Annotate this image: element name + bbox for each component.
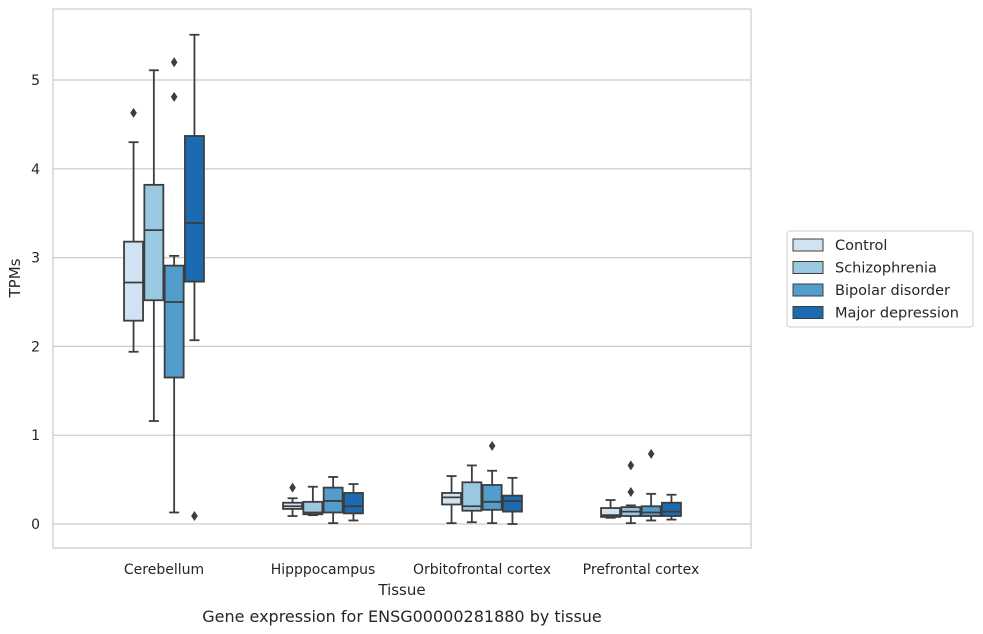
box-bipolar-disorder: [163, 57, 185, 514]
x-tick-label: Cerebellum: [124, 562, 204, 578]
box-control: [123, 107, 144, 353]
box-iqr: [123, 240, 144, 322]
box-iqr: [481, 484, 503, 511]
legend-swatch: [792, 306, 824, 319]
legend-frame: [786, 230, 974, 328]
box-iqr: [441, 492, 462, 506]
box-control: [441, 475, 462, 525]
figure-caption: Gene expression for ENSG00000281880 by t…: [202, 607, 602, 626]
y-tick-label: 3: [31, 251, 40, 267]
legend-swatch: [792, 283, 824, 297]
outlier-point: [170, 91, 178, 102]
box-bipolar-disorder: [481, 440, 503, 525]
legend-swatch: [792, 238, 824, 252]
x-tick-label: Hipppocampus: [271, 562, 376, 578]
y-tick-label: 0: [31, 517, 40, 533]
box-iqr: [640, 505, 662, 517]
box-bipolar-disorder: [640, 448, 662, 522]
box-schizophrenia: [143, 69, 165, 422]
outlier-point: [130, 107, 137, 118]
box-iqr: [600, 507, 621, 518]
x-axis-label: Tissue: [377, 581, 425, 599]
x-tick-labels: Cerebellum Hipppocampus Orbitofrontal cort…: [124, 562, 699, 578]
box-iqr: [343, 492, 364, 515]
y-tick-label: 5: [31, 73, 40, 89]
box-control: [600, 499, 621, 519]
x-tick-label: Orbitofrontal cortex: [413, 562, 551, 578]
box-bipolar-disorder: [322, 476, 344, 525]
legend-label: Major depression: [835, 306, 959, 322]
outlier-point: [191, 511, 198, 522]
y-tick-label: 4: [31, 162, 40, 178]
box-iqr: [302, 500, 324, 516]
box-iqr: [184, 135, 205, 283]
outlier-point: [170, 57, 178, 68]
y-tick-label: 1: [31, 428, 40, 444]
boxes: [123, 33, 682, 525]
box-major-depression: [661, 493, 682, 521]
legend-label: Bipolar disorder: [835, 283, 950, 299]
y-axis-label: TPMs: [6, 258, 24, 298]
y-tick-labels: 0 1 2 3 4 5: [31, 73, 40, 533]
outlier-point: [488, 440, 496, 451]
box-major-depression: [502, 476, 523, 525]
plot-area: [52, 8, 752, 549]
box-iqr: [163, 264, 185, 379]
legend: Control Schizophrenia Bipolar disorder Majo…: [786, 230, 974, 328]
outlier-point: [289, 482, 296, 493]
legend-swatch: [792, 261, 824, 274]
box-major-depression: [343, 483, 364, 522]
box-schizophrenia: [620, 460, 642, 525]
outlier-point: [647, 448, 655, 459]
box-iqr: [461, 481, 483, 512]
legend-label: Schizophrenia: [835, 261, 937, 277]
gridlines: [53, 79, 751, 525]
box-schizophrenia: [302, 485, 324, 517]
box-iqr: [502, 494, 523, 513]
y-tick-label: 2: [31, 339, 40, 355]
box-schizophrenia: [461, 464, 483, 524]
box-major-depression: [184, 33, 205, 522]
legend-label: Control: [835, 238, 887, 254]
outlier-point: [627, 487, 635, 498]
x-tick-label: Prefrontal cortex: [583, 562, 700, 578]
box-iqr: [143, 183, 165, 302]
box-control: [282, 482, 303, 517]
box-iqr: [661, 501, 682, 517]
outlier-point: [627, 460, 635, 471]
